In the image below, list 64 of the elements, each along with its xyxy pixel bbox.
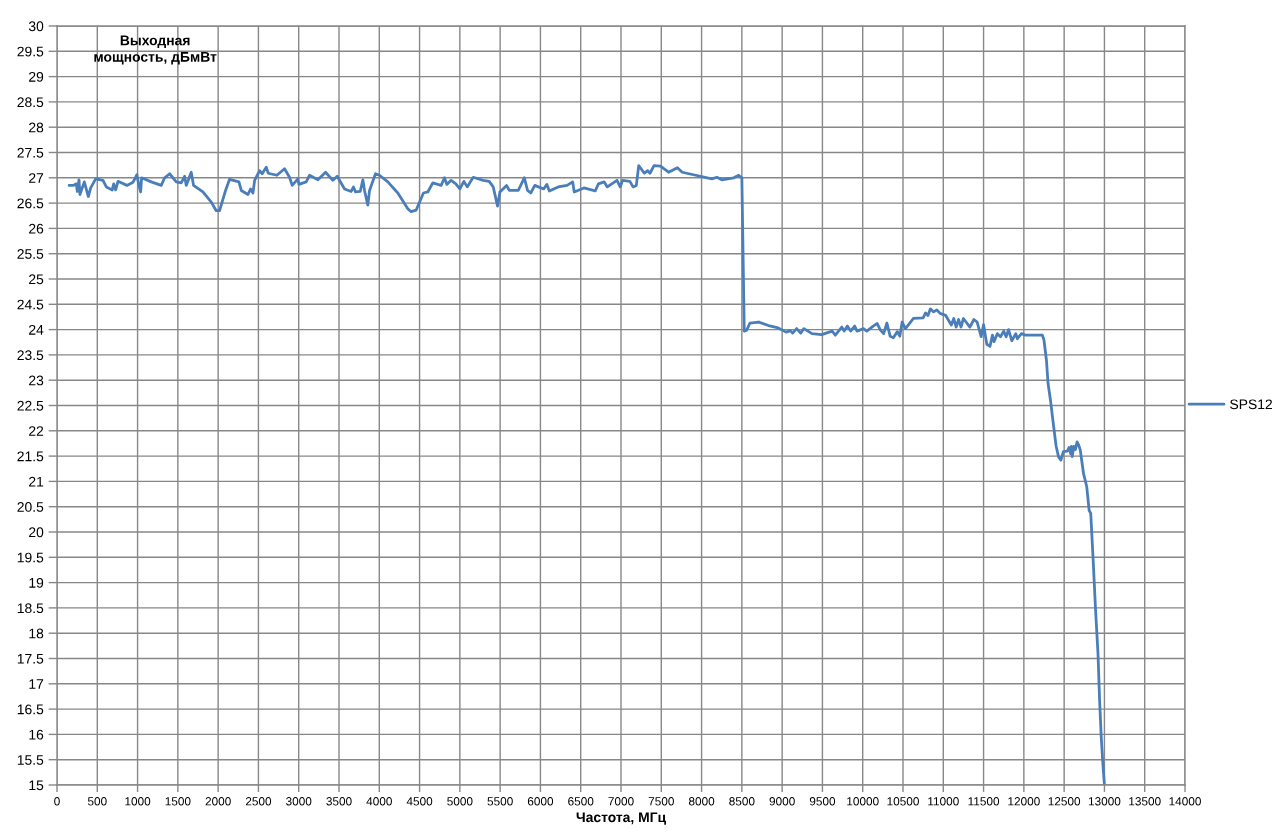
- x-tick-label: 11500: [968, 797, 1000, 806]
- x-tick-label: 13500: [1129, 797, 1161, 806]
- x-tick-label: 3500: [326, 797, 352, 806]
- y-tick-label: 17: [29, 679, 44, 689]
- x-axis-title: Частота, МГц: [576, 812, 666, 825]
- x-tick-label: 1000: [125, 797, 151, 806]
- y-tick-label: 18: [29, 628, 44, 639]
- y-tick-label: 28.5: [17, 97, 44, 108]
- y-tick-label: 25.5: [17, 249, 44, 259]
- y-tick-label: 21.5: [17, 451, 44, 462]
- x-tick-label: 10000: [847, 797, 879, 806]
- y-tick-label: 27.5: [17, 147, 44, 158]
- y-tick-label: 24.5: [17, 299, 44, 310]
- y-tick-label: 15.5: [17, 755, 44, 765]
- y-tick-label: 29: [29, 71, 44, 82]
- y-tick-label: 16.5: [17, 704, 44, 715]
- y-tick-label: 26: [29, 223, 44, 234]
- x-tick-label: 7500: [648, 797, 674, 806]
- y-tick-label: 29.5: [17, 46, 44, 57]
- x-tick-label: 13000: [1088, 797, 1121, 806]
- x-tick-label: 8500: [729, 797, 755, 806]
- y-tick-label: 15: [29, 780, 44, 791]
- x-tick-label: 2500: [245, 797, 272, 806]
- y-tick-label: 23.5: [17, 350, 44, 361]
- y-tick-label: 19.5: [17, 552, 44, 563]
- y-tick-label: 20: [29, 527, 44, 538]
- x-tick-label: 6000: [527, 797, 554, 806]
- y-tick-label: 22.5: [17, 400, 44, 411]
- x-tick-label: 9500: [809, 797, 836, 806]
- y-tick-label: 17.5: [17, 653, 44, 664]
- x-tick-label: 2000: [205, 797, 231, 806]
- x-tick-label: 14000: [1169, 797, 1201, 806]
- x-tick-label: 11000: [928, 797, 959, 806]
- y-tick-label: 28: [29, 122, 44, 133]
- y-tick-label: 21: [29, 476, 44, 487]
- y-tick-label: 30: [28, 21, 44, 32]
- x-tick-label: 6500: [568, 797, 594, 806]
- y-tick-label: 16: [29, 729, 44, 740]
- y-tick-label: 24: [29, 324, 44, 335]
- legend-label: SPS12: [1230, 399, 1272, 410]
- y-tick-label: 20.5: [17, 502, 44, 512]
- x-tick-label: 1500: [165, 797, 191, 806]
- x-tick-label: 12500: [1048, 797, 1081, 806]
- x-tick-label: 7000: [608, 797, 634, 806]
- x-tick-label: 12000: [1008, 797, 1040, 806]
- x-tick-label: 3000: [286, 797, 312, 806]
- x-tick-label: 5000: [447, 797, 473, 806]
- y-tick-label: 22: [29, 426, 44, 436]
- line-series: [67, 164, 1106, 785]
- y-tick-label: 19: [29, 577, 44, 588]
- x-tick-label: 4500: [406, 797, 433, 806]
- x-tick-label: 0: [54, 797, 60, 806]
- x-tick-label: 5500: [487, 797, 513, 806]
- y-tick-label: 25: [29, 274, 44, 285]
- y-tick-label: 18.5: [17, 603, 44, 614]
- x-tick-label: 500: [87, 797, 107, 806]
- y-axis-title: Выходная мощность, дБмВт: [94, 35, 217, 65]
- x-tick-label: 9000: [769, 797, 795, 806]
- x-tick-label: 4000: [366, 797, 392, 806]
- y-tick-label: 23: [29, 375, 44, 386]
- x-tick-label: 10500: [887, 797, 919, 806]
- x-tick-label: 8000: [688, 797, 715, 806]
- y-tick-label: 27: [29, 173, 44, 183]
- y-tick-label: 26.5: [17, 198, 44, 209]
